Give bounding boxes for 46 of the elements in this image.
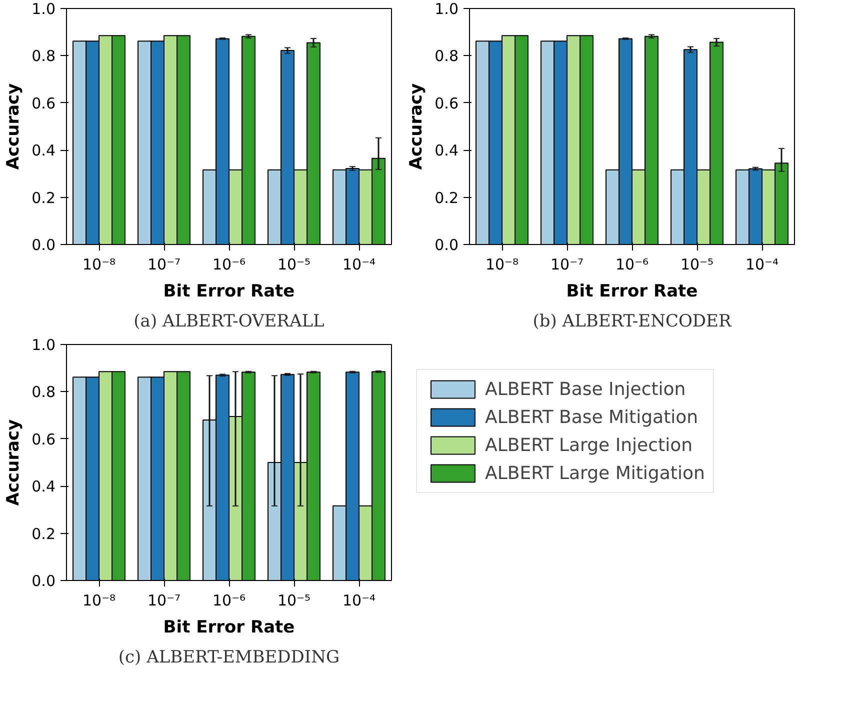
x-axis-title: Bit Error Rate	[566, 282, 698, 302]
legend-label: ALBERT Base Injection	[485, 378, 686, 400]
y-axis-title: Accuracy	[406, 83, 427, 170]
x-tick-label: 10⁻⁷	[147, 256, 181, 274]
x-tick-label: 10⁻⁵	[277, 256, 311, 274]
x-tick-label: 10⁻⁶	[212, 592, 246, 610]
y-tick-label: 0.0	[434, 236, 459, 254]
y-tick-label: 0.6	[434, 94, 459, 112]
x-axis-title: Bit Error Rate	[163, 618, 295, 638]
x-axis-title: Bit Error Rate	[163, 282, 295, 302]
y-tick-label: 0.2	[32, 188, 56, 207]
x-tick-label: 10⁻⁷	[550, 256, 584, 274]
y-tick-label: 0.0	[32, 572, 56, 590]
y-tick-label: 0.8	[32, 47, 56, 66]
x-tick-label: 10⁻⁶	[615, 256, 649, 274]
x-tick-label: 10⁻⁴	[745, 256, 779, 274]
y-tick-label: 0.6	[32, 430, 56, 448]
text: (a) ALBERT-OVERALL	[134, 312, 324, 332]
y-tick-label: 0.8	[32, 383, 56, 402]
x-tick-label: 10⁻⁵	[277, 592, 311, 610]
y-axis-title: Accuracy	[4, 83, 24, 170]
y-tick-label: 0.2	[32, 524, 56, 543]
y-tick-label: 0.4	[32, 478, 56, 496]
y-tick-label: 0.0	[32, 236, 56, 254]
y-tick-label: 0.4	[32, 142, 56, 160]
y-tick-label: 0.4	[434, 142, 459, 160]
y-tick-label: 1.0	[32, 0, 56, 18]
legend-label: ALBERT Large Injection	[485, 434, 693, 456]
x-tick-label: 10⁻⁸	[82, 592, 116, 610]
y-tick-label: 0.6	[32, 94, 56, 112]
text: (b) ALBERT-ENCODER	[532, 312, 732, 332]
x-tick-label: 10⁻⁸	[82, 256, 116, 274]
x-tick-label: 10⁻⁶	[212, 256, 246, 274]
legend-label: ALBERT Base Mitigation	[485, 406, 698, 428]
x-tick-label: 10⁻⁸	[485, 256, 519, 274]
y-axis-title: Accuracy	[4, 419, 24, 506]
x-tick-label: 10⁻⁵	[680, 256, 714, 274]
x-tick-label: 10⁻⁴	[342, 592, 376, 610]
text: (c) ALBERT-EMBEDDING	[118, 648, 340, 668]
x-tick-label: 10⁻⁴	[342, 256, 376, 274]
y-tick-label: 1.0	[434, 0, 459, 18]
x-tick-label: 10⁻⁷	[147, 592, 181, 610]
legend-label: ALBERT Large Mitigation	[485, 462, 705, 484]
y-tick-label: 0.2	[434, 188, 459, 207]
y-tick-label: 0.8	[434, 47, 459, 66]
y-tick-label: 1.0	[32, 336, 56, 354]
